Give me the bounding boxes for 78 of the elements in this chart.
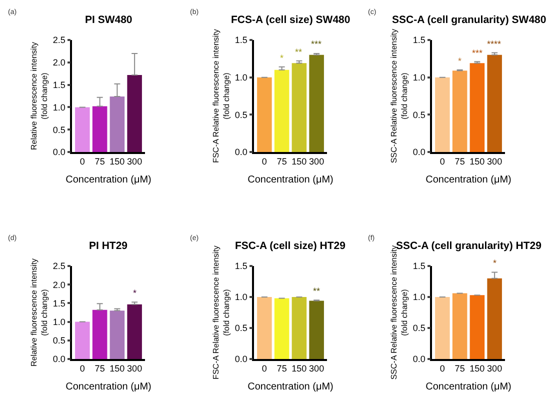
chart-title: SSC-A (cell granularity) HT29 xyxy=(396,240,542,252)
y-tick-label: 0.0 xyxy=(234,354,248,364)
y-tick-label: 0.0 xyxy=(52,147,66,158)
x-tick-label: 150 xyxy=(292,156,307,167)
y-tick-label: 0.5 xyxy=(234,110,248,120)
y-tick-label: 0.0 xyxy=(412,147,426,158)
x-tick-label: 300 xyxy=(487,156,502,167)
chart-title: PI SW480 xyxy=(85,14,132,26)
x-tick-label: 75 xyxy=(454,364,465,374)
x-axis-title: Concentration (μM) xyxy=(426,382,512,393)
x-tick-label: 300 xyxy=(127,364,142,374)
annotation: * xyxy=(280,53,284,63)
x-tick-label: 75 xyxy=(454,156,465,167)
chart-title: PI HT29 xyxy=(89,240,128,252)
x-axis-title: Concentration (μM) xyxy=(426,174,512,186)
y-tick-label: 0.5 xyxy=(52,124,66,135)
y-tick-label: 1.0 xyxy=(234,292,248,302)
chart-title: SSC-A (cell granularity) SW480 xyxy=(392,14,546,26)
x-axis-title: Concentration (μM) xyxy=(248,174,334,186)
y-tick-label: 1.0 xyxy=(52,102,66,112)
x-tick-label: 0 xyxy=(262,156,267,167)
x-tick-label: 75 xyxy=(94,156,105,167)
x-tick-label: 0 xyxy=(440,364,445,374)
annotation: ** xyxy=(313,286,320,296)
x-tick-label: 150 xyxy=(110,156,125,167)
x-tick-label: 0 xyxy=(80,364,85,374)
y-tick-label: 0.0 xyxy=(412,354,426,364)
y-tick-label: 1.5 xyxy=(412,35,426,46)
y-tick-label: 1.5 xyxy=(234,35,248,46)
y-tick-label: 1.0 xyxy=(52,316,66,327)
x-tick-label: 0 xyxy=(262,364,267,374)
y-tick-label: 1.5 xyxy=(52,80,66,90)
annotation: *** xyxy=(311,39,322,49)
x-tick-label: 75 xyxy=(276,156,287,167)
y-tick-label: 2.5 xyxy=(52,261,66,272)
y-tick-label: 2.0 xyxy=(52,280,66,290)
y-axis-title: FSC-A Relative fluorescence intensity (fold change) xyxy=(212,29,232,163)
y-tick-label: 1.0 xyxy=(412,292,426,302)
y-axis-title: Relative fluorescence intensity (fold change) xyxy=(30,42,50,150)
y-tick-label: 2.5 xyxy=(52,35,66,46)
x-tick-label: 0 xyxy=(80,156,85,167)
y-tick-label: 1.5 xyxy=(234,261,248,272)
y-tick-label: 0.5 xyxy=(52,336,66,346)
x-tick-label: 150 xyxy=(292,364,307,374)
chart-title: FCS-A (cell size) SW480 xyxy=(231,14,350,26)
annotation: * xyxy=(133,288,137,298)
x-tick-label: 300 xyxy=(309,364,324,374)
x-tick-label: 0 xyxy=(440,156,445,167)
x-tick-label: 75 xyxy=(276,364,287,374)
y-tick-label: 0.0 xyxy=(52,354,66,364)
x-tick-label: 300 xyxy=(487,364,502,374)
y-tick-label: 0.5 xyxy=(412,110,426,120)
y-tick-label: 1.5 xyxy=(412,261,426,272)
x-tick-label: 150 xyxy=(470,156,485,167)
x-tick-label: 150 xyxy=(470,364,485,374)
y-tick-label: 0.5 xyxy=(234,323,248,334)
annotation: * xyxy=(493,258,497,268)
annotation: * xyxy=(458,56,462,66)
x-tick-label: 300 xyxy=(127,156,142,167)
x-axis-title: Concentration (μM) xyxy=(66,382,152,393)
y-tick-label: 2.0 xyxy=(52,58,66,68)
y-tick-label: 1.0 xyxy=(412,72,426,82)
x-tick-label: 300 xyxy=(309,156,324,167)
y-tick-label: 1.5 xyxy=(52,298,66,308)
y-tick-label: 0.0 xyxy=(234,147,248,158)
y-axis-title: FSC-A Relative fluorescence intensity (fold change) xyxy=(212,246,232,380)
y-axis-title: Relative fluorescence intensity (fold change) xyxy=(30,258,50,367)
annotation: ** xyxy=(295,47,302,57)
y-tick-label: 0.5 xyxy=(412,323,426,334)
y-tick-label: 1.0 xyxy=(234,72,248,82)
x-tick-label: 75 xyxy=(94,364,105,374)
annotation: **** xyxy=(487,39,502,49)
chart-title: FSC-A (cell size) HT29 xyxy=(235,240,346,252)
annotation: *** xyxy=(472,48,484,58)
x-tick-label: 150 xyxy=(110,364,125,374)
y-axis-title: SSC-A Relative fluorescence intensity (fold change) xyxy=(390,28,410,164)
x-axis-title: Concentration (μM) xyxy=(248,382,334,393)
x-axis-title: Concentration (μM) xyxy=(66,174,152,186)
